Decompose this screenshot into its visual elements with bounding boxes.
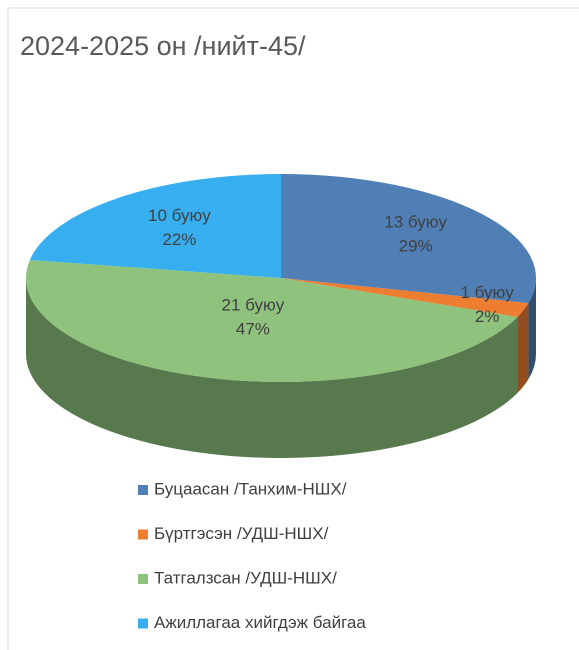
percent-label: 47% xyxy=(236,319,270,338)
value-label: 13 буюу xyxy=(384,213,447,232)
value-label: 21 буюу xyxy=(222,295,285,314)
pie-sides xyxy=(26,278,536,459)
percent-label: 29% xyxy=(399,237,433,256)
legend-label: Буцаасан /Танхим-НШХ/ xyxy=(154,479,347,498)
pie-side-shade xyxy=(26,278,518,459)
pie-side xyxy=(26,278,518,459)
legend-swatch xyxy=(138,485,148,495)
pie-side xyxy=(517,303,529,393)
pie-slice xyxy=(29,174,281,278)
legend: Буцаасан /Танхим-НШХ/Бүртгэсэн /УДШ-НШХ/… xyxy=(138,479,366,632)
legend-label: Татгалзсан /УДШ-НШХ/ xyxy=(154,568,337,587)
pie-slice xyxy=(281,174,536,304)
value-label: 1 буюу xyxy=(460,283,514,302)
value-label: 10 буюу xyxy=(148,206,211,225)
pie-slice xyxy=(25,259,518,383)
pie-side xyxy=(528,278,536,380)
pie-side-shade xyxy=(517,303,529,393)
legend-swatch xyxy=(138,529,148,540)
pie-side-shade xyxy=(528,278,536,380)
legend-swatch xyxy=(138,574,148,584)
legend-label: Ажиллагаа хийгдэж байгаа xyxy=(154,613,366,632)
pie-slice xyxy=(281,278,529,317)
pie-tops xyxy=(25,174,536,383)
legend-swatch xyxy=(138,618,148,629)
chart-title: 2024-2025 он /нийт-45/ xyxy=(20,31,306,61)
legend-label: Бүртгэсэн /УДШ-НШХ/ xyxy=(154,524,329,543)
percent-label: 2% xyxy=(475,307,500,326)
percent-label: 22% xyxy=(162,230,196,249)
data-labels: 13 буюу 29% 1 буюу 2% 21 буюу 47% 10 буюу 22% xyxy=(148,206,514,338)
